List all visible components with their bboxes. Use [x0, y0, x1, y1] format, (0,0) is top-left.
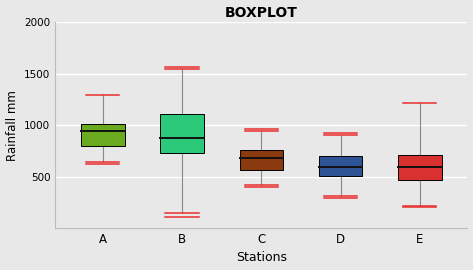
X-axis label: Stations: Stations — [236, 251, 287, 264]
Y-axis label: Rainfall mm: Rainfall mm — [6, 90, 18, 160]
Bar — [160, 114, 204, 153]
Bar — [81, 124, 124, 146]
Title: BOXPLOT: BOXPLOT — [225, 6, 298, 19]
Bar — [398, 155, 442, 180]
Bar — [319, 156, 362, 176]
Bar — [239, 150, 283, 170]
